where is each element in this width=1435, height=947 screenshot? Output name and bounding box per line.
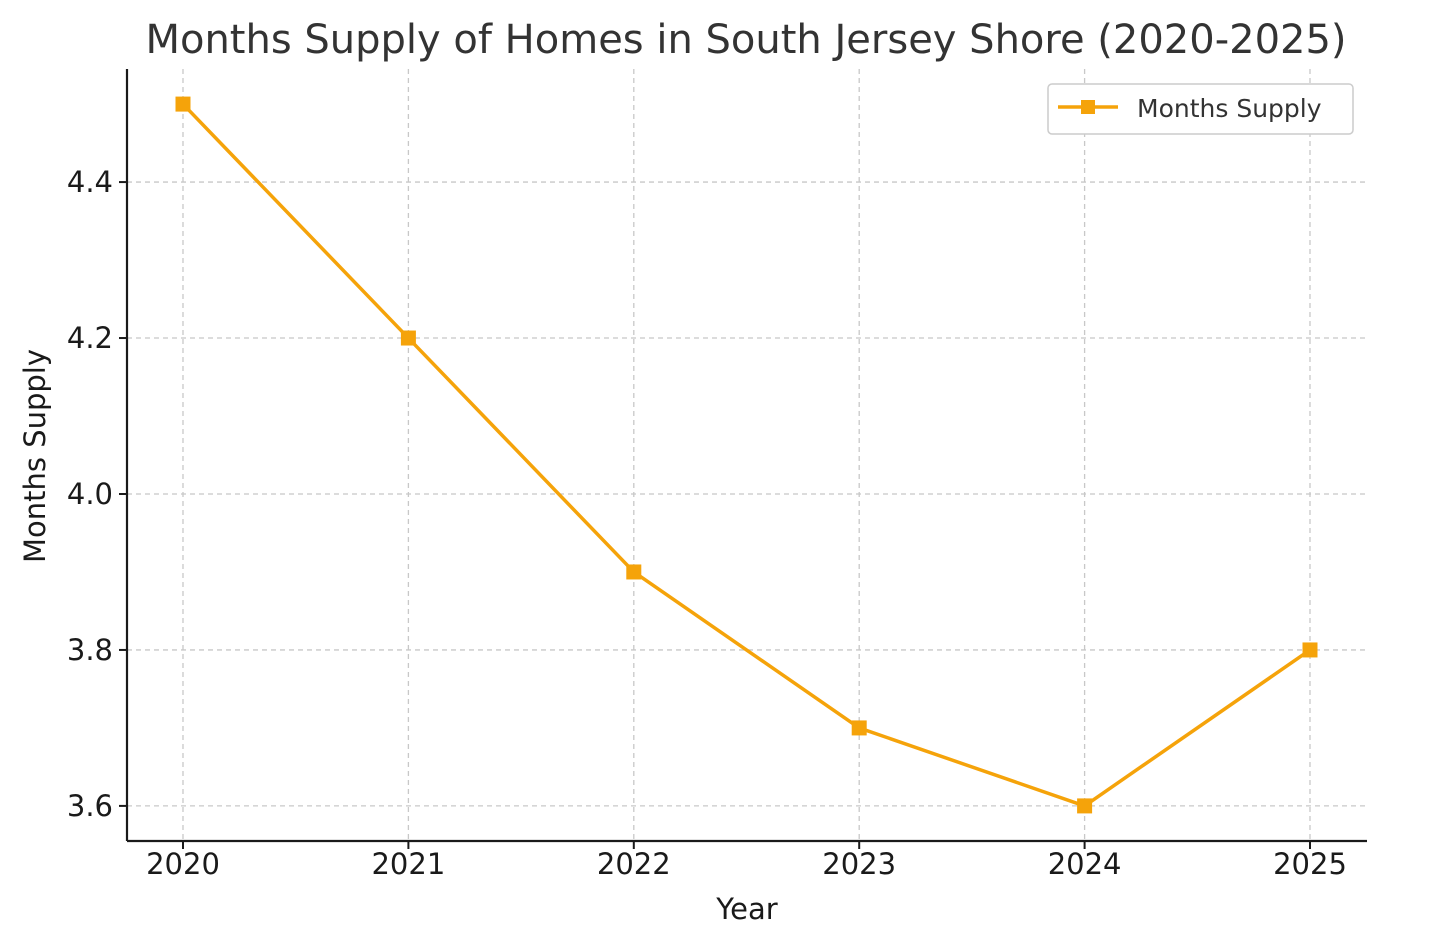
data-point-marker xyxy=(626,564,642,580)
axes xyxy=(125,69,1367,843)
y-tick-label: 3.6 xyxy=(67,789,113,823)
series-line xyxy=(181,102,1311,808)
grid-lines xyxy=(127,69,1367,841)
x-axis-label: Year xyxy=(715,892,777,926)
legend-frame xyxy=(1047,83,1354,135)
x-tick-label: 2025 xyxy=(1273,847,1347,881)
x-tick-label: 2020 xyxy=(146,847,220,881)
legend-marker-swatch xyxy=(1081,100,1095,114)
data-point-marker xyxy=(175,96,191,112)
x-tick-label: 2024 xyxy=(1048,847,1122,881)
x-tick-label: 2023 xyxy=(822,847,896,881)
chart-title: Months Supply of Homes in South Jersey S… xyxy=(145,17,1346,63)
x-tick-label: 2022 xyxy=(597,847,671,881)
y-tick-label: 4.4 xyxy=(67,165,113,199)
ticks: 2020 2021 2022 2023 2024 2025 3.6 3.8 4.0 4.2 4.4 xyxy=(67,165,1347,881)
data-point-marker xyxy=(1077,798,1093,814)
y-tick-label: 3.8 xyxy=(67,633,113,667)
data-point-marker xyxy=(1302,642,1318,658)
data-point-marker xyxy=(400,330,416,346)
legend: Months Supply xyxy=(1047,83,1354,135)
legend-label: Months Supply xyxy=(1137,94,1322,123)
data-point-marker xyxy=(851,720,867,736)
y-tick-label: 4.2 xyxy=(67,321,113,355)
series-months-supply xyxy=(175,96,1318,814)
x-tick-label: 2021 xyxy=(371,847,445,881)
y-tick-label: 4.0 xyxy=(67,477,113,511)
y-axis-label: Months Supply xyxy=(18,349,52,563)
